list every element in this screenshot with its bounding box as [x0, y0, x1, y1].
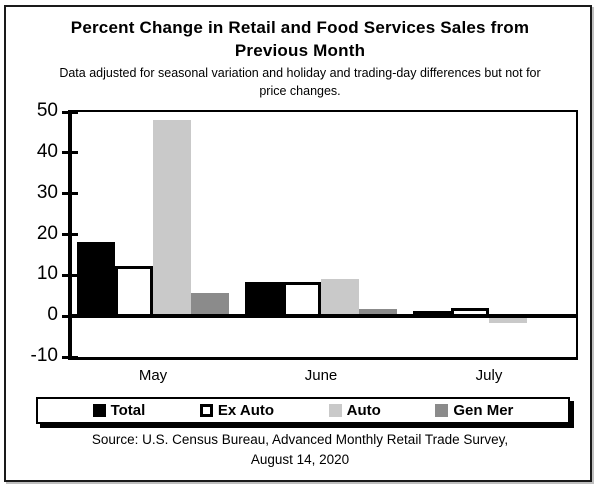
bar-auto-may: [153, 120, 191, 319]
bar-gen-mer-may: [191, 292, 229, 319]
y-axis-label-0: 0: [47, 304, 58, 326]
legend-item-total: Total: [92, 401, 146, 419]
source-line1: Source: U.S. Census Bureau, Advanced Mon…: [91, 432, 509, 447]
y-axis-label-50: 50: [36, 100, 58, 121]
legend-item-gen-mer: Gen Mer: [435, 401, 514, 419]
legend-label-total: Total: [110, 401, 146, 419]
legend-label-gen-mer: Gen Mer: [453, 401, 514, 419]
chart-title: Percent Change in Retail and Food Servic…: [0, 16, 600, 62]
legend-swatch-ex-auto-icon: [199, 404, 213, 417]
y-axis-label-30: 30: [36, 181, 58, 203]
legend-label-auto: Auto: [346, 401, 381, 419]
y-axis-tick-40: [62, 151, 78, 155]
y-axis-tick-10: [62, 273, 78, 277]
legend-swatch-gen-mer-icon: [435, 404, 449, 417]
y-axis-tick-30: [62, 192, 78, 196]
chart-subtitle-line1: Data adjusted for seasonal variation and…: [59, 66, 541, 80]
y-axis-label-20: 20: [36, 222, 58, 244]
chart-title-line1: Percent Change in Retail and Food Servic…: [70, 18, 530, 37]
bar-total-june: [245, 281, 283, 319]
legend-swatch-total-icon: [92, 404, 106, 417]
bar-auto-june: [321, 279, 359, 319]
chart-title-line2: Previous Month: [234, 41, 366, 60]
zero-axis-line: [72, 314, 576, 319]
legend-label-ex-auto: Ex Auto: [217, 401, 275, 419]
y-axis-label--10: -10: [30, 345, 58, 366]
bar-ex-auto-june: [283, 282, 321, 319]
source-note: Source: U.S. Census Bureau, Advanced Mon…: [0, 430, 600, 470]
y-axis-tick-50: [62, 110, 78, 114]
chart-legend: Total Ex Auto Auto Gen Mer: [36, 397, 570, 424]
y-axis-label-10: 10: [36, 263, 58, 285]
y-axis-tick-20: [62, 233, 78, 236]
bar-auto-july: [489, 318, 527, 324]
x-axis-label-july: July: [475, 367, 503, 384]
bar-total-may: [77, 241, 115, 319]
y-axis-tick-0: [62, 314, 78, 318]
plot-area: [62, 110, 578, 360]
chart-subtitle: Data adjusted for seasonal variation and…: [0, 64, 600, 100]
y-axis-tick--10: [62, 355, 78, 359]
bar-gen-mer-june: [359, 308, 397, 319]
x-axis-label-june: June: [304, 367, 338, 384]
legend-item-auto: Auto: [328, 401, 381, 419]
x-axis-label-may: May: [138, 367, 168, 384]
bar-ex-auto-may: [115, 265, 153, 319]
legend-swatch-auto-icon: [328, 404, 342, 417]
legend-item-ex-auto: Ex Auto: [199, 401, 275, 419]
source-line2: August 14, 2020: [250, 452, 350, 467]
y-axis-label-40: 40: [36, 140, 58, 162]
chart-subtitle-line2: price changes.: [259, 84, 341, 98]
